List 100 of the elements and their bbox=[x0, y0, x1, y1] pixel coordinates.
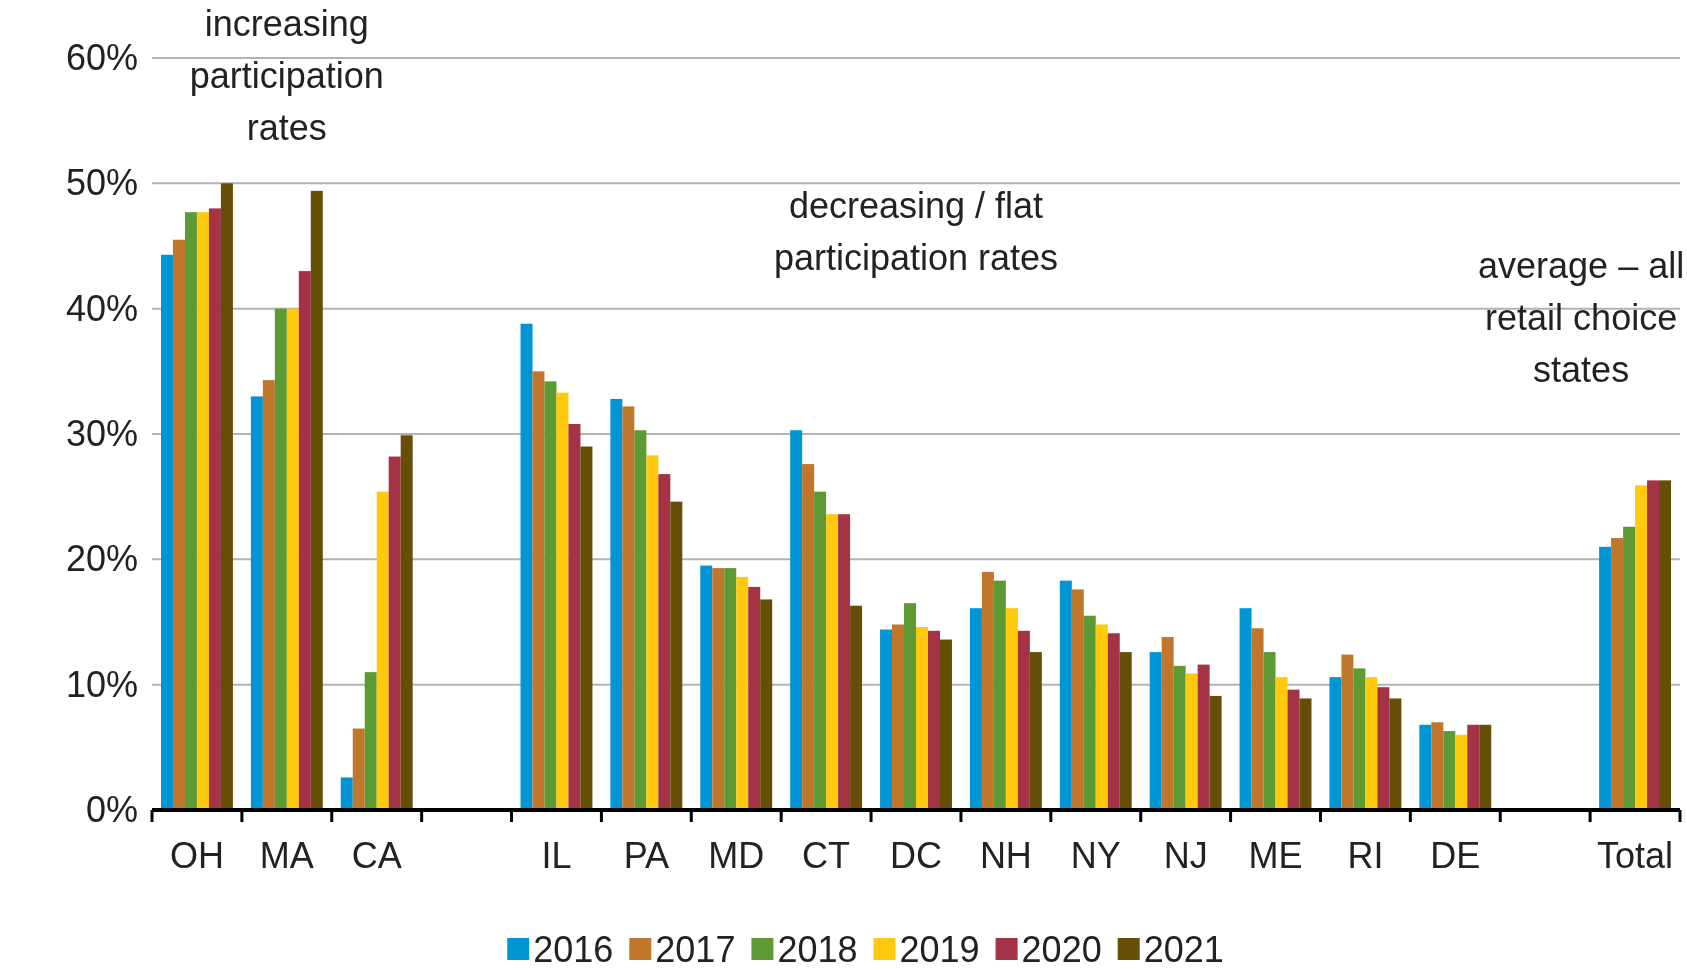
bar bbox=[520, 323, 533, 810]
bar bbox=[700, 565, 713, 810]
bar bbox=[1173, 665, 1186, 810]
bar bbox=[880, 629, 893, 810]
bar bbox=[904, 603, 916, 810]
bar bbox=[220, 183, 233, 810]
bar bbox=[1647, 480, 1660, 810]
bar bbox=[556, 392, 569, 810]
bar bbox=[927, 630, 940, 810]
bar bbox=[736, 576, 749, 810]
bar bbox=[646, 455, 659, 810]
bar bbox=[1599, 546, 1612, 810]
x-tick-label: PA bbox=[623, 835, 670, 876]
bar bbox=[634, 430, 647, 810]
bar bbox=[172, 239, 185, 810]
bar bbox=[670, 501, 683, 810]
bar bbox=[1329, 677, 1342, 810]
bar bbox=[1119, 652, 1132, 810]
x-tick-label: DC bbox=[890, 835, 942, 876]
bar bbox=[1431, 722, 1444, 810]
bar bbox=[1083, 615, 1096, 810]
legend-label: 2017 bbox=[655, 929, 736, 970]
bar bbox=[544, 381, 557, 810]
x-tick-label: RI bbox=[1347, 835, 1384, 876]
x-tick-label: Total bbox=[1597, 835, 1674, 876]
bar bbox=[1275, 677, 1288, 810]
bar bbox=[340, 777, 353, 810]
bar bbox=[1107, 633, 1120, 810]
bar bbox=[850, 605, 863, 810]
bar bbox=[939, 639, 952, 810]
bar bbox=[274, 308, 287, 810]
bar bbox=[981, 571, 994, 810]
x-tick-label: CT bbox=[802, 835, 851, 876]
bar bbox=[1623, 526, 1636, 810]
bar bbox=[969, 608, 982, 810]
annotation: decreasing / flat participation rates bbox=[773, 185, 1059, 278]
bar bbox=[1479, 724, 1492, 810]
legend-label: 2016 bbox=[533, 929, 614, 970]
bar bbox=[532, 371, 545, 810]
bar bbox=[1611, 538, 1624, 810]
legend-label: 2020 bbox=[1021, 929, 1102, 970]
bar bbox=[790, 430, 803, 810]
bar bbox=[1263, 652, 1276, 810]
bar bbox=[388, 456, 401, 810]
bar bbox=[1341, 654, 1354, 810]
x-tick-label: IL bbox=[541, 835, 572, 876]
x-tick-label: DE bbox=[1430, 835, 1481, 876]
bar bbox=[1059, 580, 1072, 810]
legend-label: 2019 bbox=[899, 929, 980, 970]
bar bbox=[262, 380, 275, 810]
bar bbox=[993, 580, 1006, 810]
bar bbox=[286, 308, 299, 810]
bar bbox=[1029, 652, 1042, 810]
bar bbox=[310, 190, 323, 810]
bar bbox=[916, 627, 928, 810]
y-tick-label: 50% bbox=[65, 162, 138, 204]
x-tick-label: MD bbox=[708, 835, 765, 876]
bar bbox=[658, 474, 671, 810]
bar bbox=[208, 208, 221, 810]
bar bbox=[1419, 724, 1432, 810]
bar bbox=[1635, 485, 1648, 810]
x-tick-label: MA bbox=[259, 835, 314, 876]
y-tick-label: 20% bbox=[65, 538, 138, 580]
bar bbox=[1443, 731, 1456, 810]
bar bbox=[1467, 724, 1480, 810]
bar bbox=[1017, 630, 1030, 810]
bar bbox=[1161, 637, 1174, 810]
bar bbox=[838, 514, 851, 810]
annotation: average – all retail choice states bbox=[1478, 245, 1685, 390]
legend-label: 2021 bbox=[1143, 929, 1224, 970]
bar bbox=[364, 672, 377, 810]
y-tick-label: 60% bbox=[65, 37, 138, 79]
bar bbox=[1239, 608, 1252, 810]
x-tick-label: OH bbox=[169, 835, 224, 876]
bar bbox=[1389, 698, 1402, 810]
legend-label: 2018 bbox=[777, 929, 858, 970]
bar bbox=[1251, 628, 1264, 810]
bar bbox=[160, 254, 173, 810]
bar bbox=[184, 212, 197, 810]
x-tick-label: NJ bbox=[1163, 835, 1208, 876]
bar bbox=[1659, 480, 1672, 810]
bar bbox=[802, 464, 815, 810]
bar bbox=[196, 212, 209, 810]
bar bbox=[1299, 698, 1312, 810]
bar bbox=[400, 435, 413, 810]
annotation: increasing participation rates bbox=[189, 3, 384, 148]
bar bbox=[622, 406, 635, 810]
x-tick-label: CA bbox=[351, 835, 402, 876]
bar bbox=[1071, 589, 1084, 810]
bar bbox=[1365, 677, 1378, 810]
bar bbox=[1095, 624, 1108, 810]
bar bbox=[580, 446, 593, 810]
y-tick-label: 30% bbox=[65, 413, 138, 455]
bar bbox=[814, 491, 827, 810]
bar bbox=[724, 568, 737, 810]
bar bbox=[376, 491, 389, 810]
y-tick-label: 0% bbox=[85, 789, 138, 831]
bar bbox=[712, 568, 725, 810]
bar bbox=[352, 728, 365, 810]
bar bbox=[748, 586, 761, 810]
